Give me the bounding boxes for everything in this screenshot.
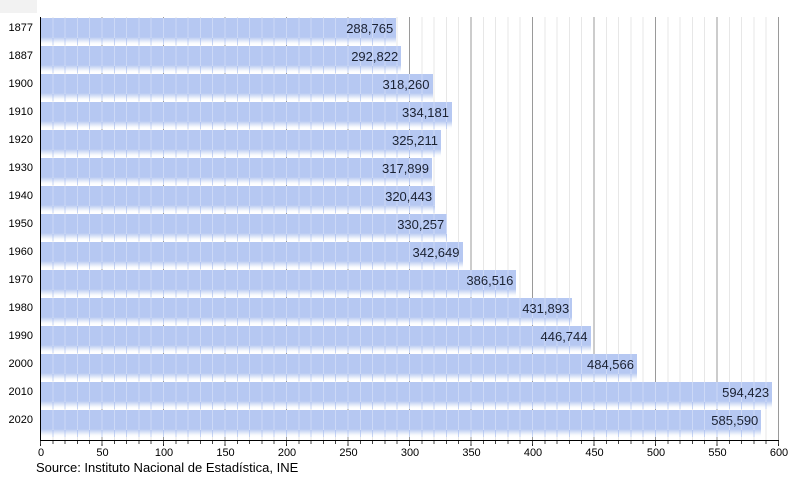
bar-value-label: 484,566 [587,356,634,372]
y-axis-label: 1887 [8,49,33,62]
bar-value-label: 318,260 [382,76,430,92]
y-axis-label: 2000 [8,357,33,370]
bar-value-label: 594,423 [722,384,770,400]
bar: 585,590 [41,410,762,437]
bar: 317,899 [41,158,432,185]
x-axis-tick-label: 150 [216,447,235,459]
bar-value-label: 446,744 [540,328,588,344]
bar: 292,822 [41,46,402,73]
x-axis-minor-ticks [40,441,780,444]
y-axis-label: 1900 [8,77,33,90]
bar: 431,893 [41,298,573,325]
bar: 484,566 [41,354,637,381]
bar-value-label: 342,649 [412,244,460,260]
bar: 320,443 [41,186,436,213]
y-axis-label: 1970 [8,273,33,286]
x-axis-tick-label: 50 [96,447,109,459]
bar: 446,744 [41,326,591,353]
x-axis-tick-label: 550 [708,447,727,459]
x-axis-tick-label: 300 [400,447,420,459]
bar: 386,516 [41,270,517,297]
y-axis-label: 1910 [8,105,33,118]
bar-value-label: 386,516 [466,272,514,288]
x-axis-tick-label: 400 [523,447,543,459]
x-axis-tick-label: 600 [769,447,789,459]
bar-value-label: 585,590 [711,412,759,428]
top-left-shade [0,0,37,13]
x-axis-tick-label: 100 [154,447,174,459]
bar-value-label: 431,893 [522,300,570,316]
bar: 330,257 [41,214,448,241]
y-axis-label: 1990 [8,329,33,342]
y-axis-label: 1980 [8,301,33,314]
bar-value-label: 288,765 [346,20,394,36]
bar-value-label: 325,211 [391,132,438,148]
x-axis-tick-label: 250 [339,447,358,459]
y-axis-label: 1960 [8,245,33,258]
bar-value-label: 334,181 [402,104,449,120]
y-axis-label: 2010 [8,385,33,398]
bar: 325,211 [41,130,441,157]
bar-value-label: 330,257 [397,216,445,232]
y-axis-label: 2020 [8,413,33,426]
bar-value-label: 317,899 [382,160,429,176]
x-axis-tick-label: 0 [37,447,45,459]
bar: 288,765 [41,18,397,45]
x-axis-tick-label: 350 [462,447,481,459]
bar: 318,260 [41,74,433,101]
y-axis-label: 1877 [8,21,33,34]
y-axis-label: 1920 [8,133,33,146]
x-axis-tick-labels: 0 50 100 150 200 250 300 350 400 450 500 550 600 [37,447,791,460]
bar: 342,649 [41,242,463,269]
x-axis-tick-label: 200 [277,447,297,459]
bar: 334,181 [41,102,452,129]
plot-area: 288,765 292,822 318,260 334,181 325,211 317,8… [40,17,779,441]
y-axis-label: 1930 [8,161,33,174]
y-axis-label: 1940 [8,189,33,202]
source-text: Source: Instituto Nacional de Estadístic… [36,460,299,475]
x-axis-tick-label: 500 [646,447,666,459]
y-axis-label: 1950 [8,217,33,230]
bar-value-label: 292,822 [351,48,399,64]
bar: 594,423 [41,382,773,409]
x-axis-tick-label: 450 [585,447,604,459]
bar-value-label: 320,443 [385,188,433,204]
